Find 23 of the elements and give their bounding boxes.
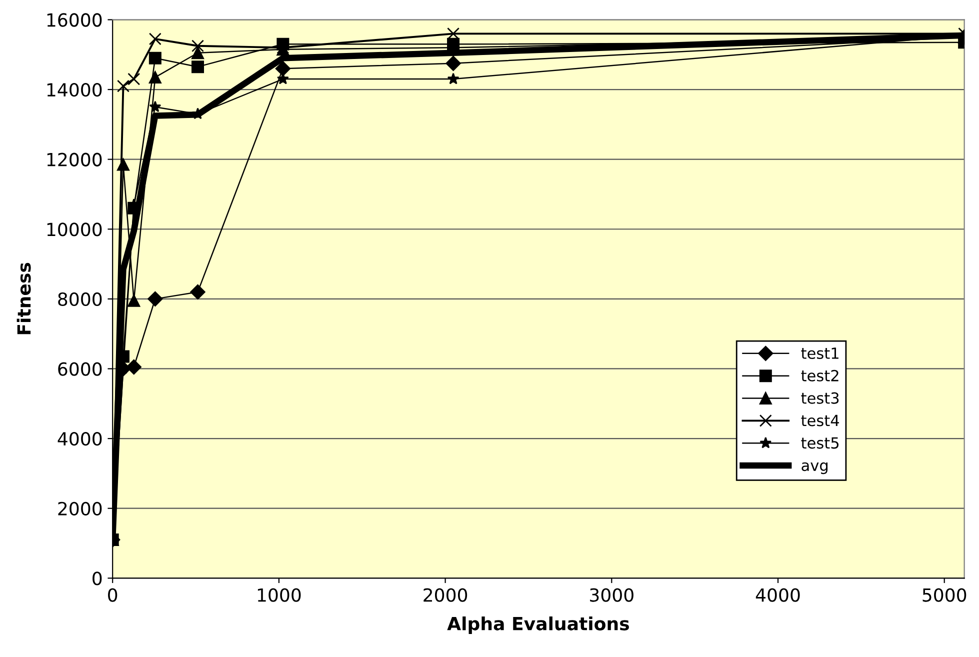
legend-label: test1 bbox=[801, 348, 838, 359]
y-tick-label: 4000 bbox=[58, 432, 102, 446]
x-tick-label: 3000 bbox=[590, 588, 634, 602]
x-tick-label: 0 bbox=[108, 588, 118, 602]
legend-label: test3 bbox=[801, 392, 839, 404]
legend-label: test4 bbox=[801, 414, 839, 426]
legend-label: test2 bbox=[801, 370, 838, 382]
y-tick-label: 8000 bbox=[58, 292, 102, 306]
x-tick-label: 2000 bbox=[424, 588, 468, 602]
legend-label: test5 bbox=[801, 437, 839, 449]
y-tick-label: 10000 bbox=[47, 222, 102, 236]
legend-label: avg bbox=[802, 462, 828, 474]
y-tick-label: 6000 bbox=[58, 362, 102, 376]
y-tick-label: 2000 bbox=[58, 502, 102, 516]
x-tick-label: 1000 bbox=[258, 588, 301, 602]
x-tick-label: 5000 bbox=[922, 588, 966, 602]
x-tick-label: 4000 bbox=[756, 588, 800, 602]
y-tick-label: 12000 bbox=[47, 152, 102, 166]
y-tick-label: 14000 bbox=[47, 82, 102, 97]
y-tick-label: 0 bbox=[92, 572, 102, 586]
y-tick-label: 16000 bbox=[47, 13, 102, 27]
x-axis-title: Alpha Evaluations bbox=[447, 616, 629, 634]
y-axis-title: Fitness bbox=[16, 262, 31, 334]
